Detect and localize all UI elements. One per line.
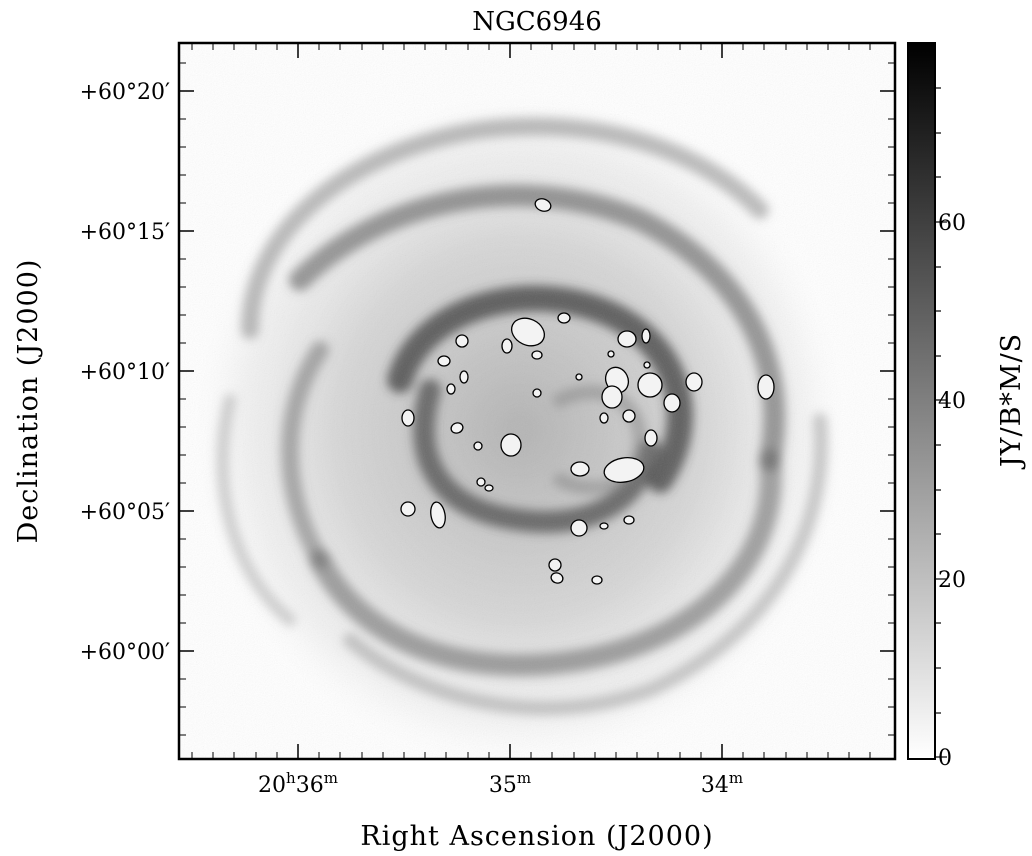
dec-tick-label: +60°15′ xyxy=(80,220,170,245)
dec-tick-marks xyxy=(179,62,895,736)
ra-tick-labels: 20h36m 35m 34m xyxy=(258,769,743,798)
dec-tick-label: +60°00′ xyxy=(80,640,170,665)
ra-tick-label: 34m xyxy=(701,769,743,798)
dec-tick-labels: +60°20′ +60°15′ +60°10′ +60°05′ +60°00′ xyxy=(80,80,170,665)
colorbar-tick-label: 0 xyxy=(938,746,952,771)
colorbar: 60 40 20 0 JY/B*M/S xyxy=(907,42,1027,771)
ra-tick-marks xyxy=(191,43,871,759)
hole-ellipses xyxy=(400,198,775,585)
dec-tick-label: +60°20′ xyxy=(80,80,170,105)
colorbar-tick-label: 60 xyxy=(938,211,966,236)
dec-tick-label: +60°10′ xyxy=(80,360,170,385)
colorbar-label: JY/B*M/S xyxy=(996,333,1027,470)
y-axis-label: Declination (J2000) xyxy=(13,259,44,544)
colorbar-tick-label: 40 xyxy=(938,389,966,414)
x-axis-label: Right Ascension (J2000) xyxy=(360,821,713,852)
ra-tick-label: 35m xyxy=(489,769,531,798)
plot-frame xyxy=(177,41,897,761)
figure-title: NGC6946 xyxy=(472,7,602,37)
colorbar-gradient xyxy=(907,42,936,760)
dec-tick-label: +60°05′ xyxy=(80,500,170,525)
colorbar-tick-label: 20 xyxy=(938,568,966,593)
galaxy-image xyxy=(179,43,895,759)
ra-tick-label: 20h36m xyxy=(258,769,338,798)
